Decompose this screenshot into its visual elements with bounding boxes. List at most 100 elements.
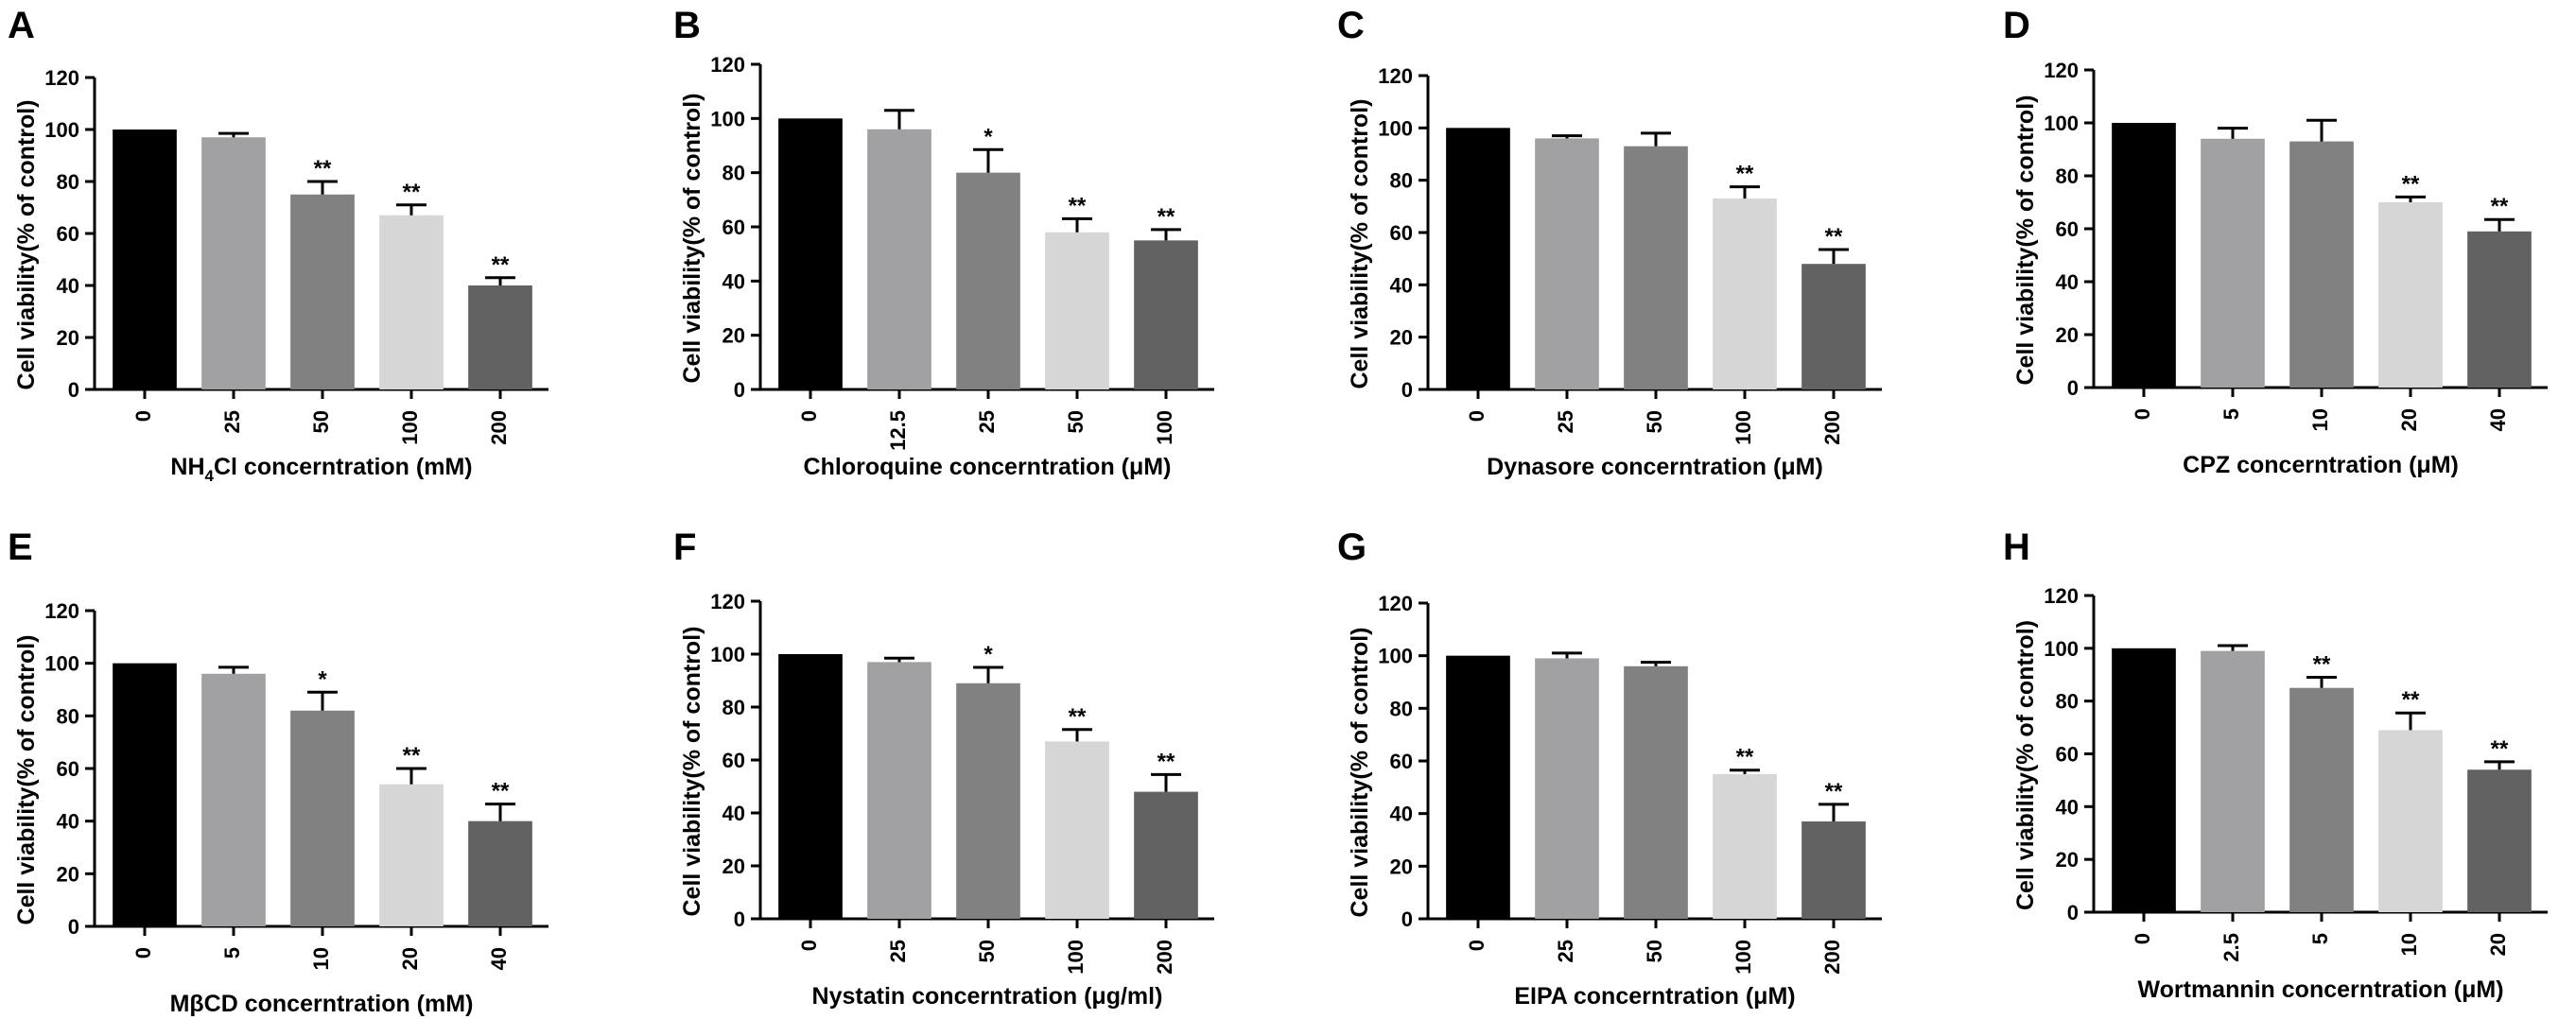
- y-tick-label: 60: [722, 749, 745, 772]
- bar: [2378, 730, 2443, 912]
- x-tick-label: 5: [220, 947, 244, 959]
- x-axis-title: Chloroquine concerntration (μM): [804, 454, 1172, 480]
- bar: [2467, 769, 2532, 912]
- y-tick-label: 20: [2056, 323, 2079, 347]
- significance-label: **: [1069, 704, 1087, 730]
- x-tick-label: 10: [2308, 408, 2332, 431]
- x-tick-label: 25: [975, 410, 999, 433]
- y-tick-label: 100: [2044, 112, 2079, 135]
- significance-label: *: [983, 642, 993, 667]
- y-tick-label: 100: [1378, 645, 1413, 668]
- y-tick-label: 120: [710, 590, 745, 613]
- y-tick-label: 80: [1390, 169, 1413, 193]
- x-tick-label: 50: [1643, 410, 1666, 433]
- x-tick-label: 100: [1732, 940, 1755, 975]
- chart-panel-d: D 0 20 40 60 80 100 120 0 5 10 ** 20 ** 40 CPZ concernt…: [2003, 5, 2548, 478]
- chart-panel-a: A 0 20 40 60 80 100 120 0 25 ** 50 ** 100 ** 200 NH4Cl c…: [8, 5, 548, 485]
- y-tick-label: 40: [1390, 803, 1413, 826]
- y-tick-label: 20: [57, 862, 79, 886]
- y-tick-label: 60: [2056, 217, 2079, 241]
- y-tick-label: 60: [1390, 221, 1413, 245]
- significance-label: **: [403, 743, 421, 769]
- x-tick-label: 200: [1153, 940, 1176, 975]
- chart-panel-b: B 0 20 40 60 80 100 120 0 12.5 * 25 ** 50 ** 100 Chloroq…: [673, 5, 1214, 480]
- y-tick-label: 60: [1390, 750, 1413, 773]
- y-tick-label: 40: [2056, 795, 2079, 819]
- significance-label: **: [1157, 204, 1175, 230]
- bar: [1134, 240, 1198, 389]
- x-axis-title: Wortmannin concerntration (μM): [2137, 976, 2503, 1003]
- y-tick-label: 80: [1390, 697, 1413, 720]
- significance-label: **: [314, 156, 332, 181]
- panel-letter: A: [8, 5, 35, 46]
- x-tick-label: 0: [797, 940, 821, 951]
- bar: [468, 285, 532, 389]
- y-tick-label: 120: [2044, 59, 2079, 82]
- bar: [1446, 128, 1510, 390]
- y-tick-label: 120: [710, 53, 745, 77]
- x-tick-label: 0: [1465, 410, 1488, 422]
- significance-label: **: [1736, 162, 1754, 187]
- y-tick-label: 80: [2056, 690, 2079, 714]
- x-tick-label: 0: [2131, 933, 2154, 944]
- y-tick-label: 40: [57, 810, 79, 834]
- bar: [2289, 141, 2354, 388]
- x-tick-label: 40: [2486, 408, 2510, 431]
- y-tick-label: 40: [2056, 270, 2079, 294]
- panel-letter: F: [673, 527, 696, 568]
- y-axis-title: Cell viability(% of control): [13, 635, 40, 925]
- y-tick-label: 20: [1390, 326, 1413, 350]
- x-tick-label: 50: [1064, 410, 1088, 433]
- bar: [2201, 138, 2265, 389]
- significance-label: **: [1736, 745, 1754, 770]
- bar: [1801, 264, 1866, 389]
- x-tick-label: 25: [220, 410, 244, 433]
- y-tick-label: 100: [710, 107, 745, 130]
- x-tick-label: 40: [487, 947, 511, 970]
- panel-letter: G: [1337, 527, 1366, 568]
- y-axis-title: Cell viability(% of control): [1347, 99, 1373, 389]
- significance-label: **: [2402, 171, 2420, 197]
- y-tick-label: 80: [722, 162, 745, 185]
- x-tick-label: 0: [1465, 940, 1488, 951]
- bar: [956, 682, 1020, 919]
- bar: [379, 215, 444, 389]
- bar: [1713, 773, 1777, 919]
- x-tick-label: 0: [131, 947, 155, 959]
- y-tick-label: 40: [57, 274, 79, 298]
- bar: [2467, 231, 2532, 388]
- y-tick-label: 40: [722, 269, 745, 293]
- y-tick-label: 100: [44, 652, 79, 676]
- bar: [201, 137, 266, 389]
- y-axis-title: Cell viability(% of control): [1347, 628, 1373, 918]
- y-tick-label: 0: [734, 907, 745, 931]
- x-axis-title: NH4Cl concerntration (mM): [170, 454, 472, 485]
- x-tick-label: 200: [1820, 940, 1844, 975]
- bar: [867, 662, 931, 919]
- y-axis-title: Cell viability(% of control): [2012, 95, 2039, 386]
- bar: [2112, 123, 2176, 388]
- y-tick-label: 60: [57, 757, 79, 781]
- y-tick-label: 120: [44, 599, 79, 623]
- x-tick-label: 5: [2308, 933, 2332, 944]
- x-tick-label: 100: [1064, 940, 1088, 975]
- significance-label: **: [1157, 749, 1175, 774]
- y-tick-label: 0: [2067, 376, 2079, 400]
- chart-panel-h: H 0 20 40 60 80 100 120 0 2.5 ** 5 ** 10 ** 20 Wortmanni…: [2003, 527, 2548, 1003]
- x-axis-title: Nystatin concerntration (μg/ml): [812, 983, 1163, 1010]
- x-tick-label: 0: [131, 410, 155, 422]
- x-axis-title: CPZ concerntration (μM): [2183, 452, 2459, 478]
- y-tick-label: 20: [57, 326, 79, 350]
- bar: [1045, 232, 1109, 389]
- x-axis-title: Dynasore concerntration (μM): [1487, 454, 1823, 480]
- y-tick-label: 120: [44, 66, 79, 90]
- y-tick-label: 100: [1378, 116, 1413, 140]
- bar: [1446, 655, 1510, 919]
- y-tick-label: 20: [1390, 855, 1413, 878]
- x-tick-label: 0: [797, 410, 821, 422]
- significance-label: **: [1825, 224, 1843, 250]
- x-tick-label: 25: [886, 940, 910, 962]
- x-tick-label: 25: [1554, 940, 1577, 962]
- y-tick-label: 20: [2056, 848, 2079, 872]
- y-axis-title: Cell viability(% of control): [679, 94, 705, 384]
